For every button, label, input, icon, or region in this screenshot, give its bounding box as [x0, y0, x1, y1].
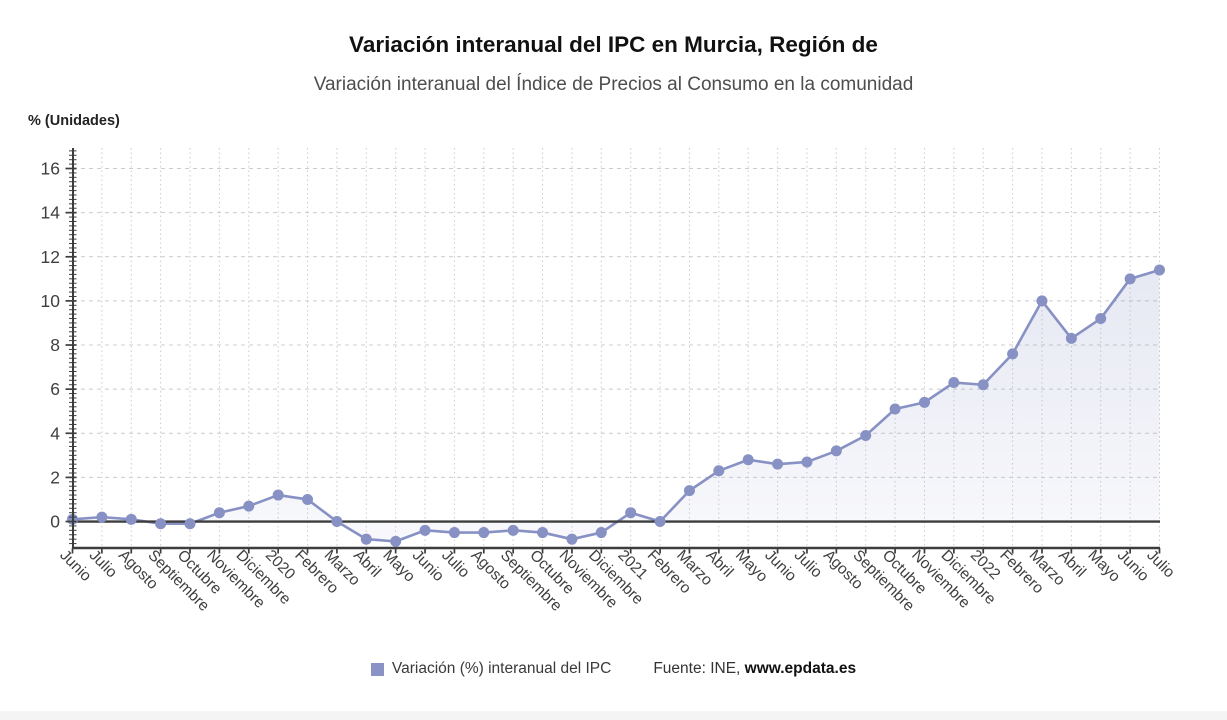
- data-point-Marzo-10[interactable]: [1036, 295, 1048, 307]
- data-point-Abril-2.3[interactable]: [713, 465, 725, 477]
- source-prefix: Fuente: INE,: [653, 660, 745, 677]
- data-point-Febrero-7.6[interactable]: [1007, 348, 1019, 360]
- data-point-Diciembre-0.7[interactable]: [243, 500, 255, 512]
- ipc-line-chart[interactable]: 0 2 4 6 8 10 12 14 16 JunioJulioAgostoSeptiembreO…: [0, 0, 1227, 655]
- data-point-Noviembre-0.4[interactable]: [213, 507, 225, 519]
- data-point-Mayo-9.2[interactable]: [1095, 313, 1107, 325]
- chart-title: Variación interanual del IPC en Murcia, …: [349, 32, 878, 57]
- bottom-strip: [0, 711, 1227, 720]
- data-point-Junio-2.6[interactable]: [772, 458, 784, 470]
- y-axis: [65, 148, 77, 548]
- x-label-Junio: Junio: [761, 547, 799, 585]
- svg-text:0: 0: [50, 512, 60, 532]
- svg-text:14: 14: [41, 203, 61, 223]
- data-point-Junio--0.4[interactable]: [419, 524, 431, 536]
- chart-subtitle: Variación interanual del Índice de Preci…: [313, 74, 914, 95]
- data-point-Agosto--0.5[interactable]: [478, 527, 490, 539]
- data-point-Septiembre-3.9[interactable]: [860, 429, 872, 441]
- x-axis-labels: JunioJulioAgostoSeptiembreOctubreNoviemb…: [56, 547, 1178, 615]
- data-point-Junio-11[interactable]: [1124, 273, 1136, 285]
- source-text: Fuente: INE, www.epdata.es: [653, 660, 856, 678]
- data-point-Mayo-2.8[interactable]: [742, 454, 754, 466]
- y-axis-title: % (Unidades): [28, 113, 120, 129]
- x-label-Junio: Junio: [1114, 547, 1152, 585]
- x-label-Junio: Junio: [409, 547, 447, 585]
- series-area: [72, 270, 1160, 542]
- data-point-Agosto-3.2[interactable]: [830, 445, 842, 457]
- x-label-Junio: Junio: [56, 547, 94, 585]
- data-point-Noviembre--0.8[interactable]: [566, 533, 578, 545]
- data-point-Febrero-0[interactable]: [654, 516, 666, 528]
- svg-text:10: 10: [41, 291, 61, 311]
- data-point-Diciembre--0.5[interactable]: [595, 527, 607, 539]
- data-point-Abril--0.8[interactable]: [360, 533, 372, 545]
- legend-swatch-icon: [370, 662, 384, 676]
- data-point-Septiembre--0.1[interactable]: [155, 518, 167, 530]
- y-axis-labels: 0 2 4 6 8 10 12 14 16: [41, 159, 61, 532]
- data-point-2021-0.4[interactable]: [625, 507, 637, 519]
- svg-text:4: 4: [50, 423, 60, 443]
- data-point-Diciembre-6.3[interactable]: [948, 377, 960, 389]
- svg-text:8: 8: [50, 335, 60, 355]
- x-label-Mayo: Mayo: [379, 547, 418, 586]
- data-point-Julio-0.2[interactable]: [96, 511, 108, 523]
- data-point-Abril-8.3[interactable]: [1065, 332, 1077, 344]
- data-point-2022-6.2[interactable]: [977, 379, 989, 391]
- data-point-Septiembre--0.4[interactable]: [507, 524, 519, 536]
- x-label-Mayo: Mayo: [732, 547, 771, 586]
- svg-text:2: 2: [50, 467, 60, 487]
- data-point-Agosto-0.1[interactable]: [125, 513, 137, 525]
- data-point-Febrero-1[interactable]: [302, 493, 314, 505]
- data-point-Marzo-0[interactable]: [331, 516, 343, 528]
- data-point-Mayo--0.9[interactable]: [390, 535, 402, 547]
- svg-text:16: 16: [41, 159, 60, 179]
- legend-series-label[interactable]: Variación (%) interanual del IPC: [391, 660, 612, 677]
- data-point-Julio-2.7[interactable]: [801, 456, 813, 468]
- source-link[interactable]: www.epdata.es: [744, 660, 857, 677]
- legend: Variación (%) interanual del IPC Fuente:…: [0, 660, 1227, 678]
- svg-text:12: 12: [41, 247, 60, 267]
- x-axis: [71, 546, 1161, 554]
- data-point-Noviembre-5.4[interactable]: [918, 396, 930, 408]
- x-label-Mayo: Mayo: [1084, 547, 1123, 586]
- svg-text:6: 6: [50, 379, 60, 399]
- data-point-Julio--0.5[interactable]: [448, 527, 460, 539]
- data-point-Octubre--0.1[interactable]: [184, 518, 196, 530]
- data-point-Julio-11.4[interactable]: [1154, 264, 1165, 276]
- data-point-Octubre-5.1[interactable]: [889, 403, 901, 415]
- data-point-Octubre--0.5[interactable]: [537, 527, 549, 539]
- data-point-2020-1.2[interactable]: [272, 489, 284, 501]
- data-point-Marzo-1.4[interactable]: [683, 485, 695, 497]
